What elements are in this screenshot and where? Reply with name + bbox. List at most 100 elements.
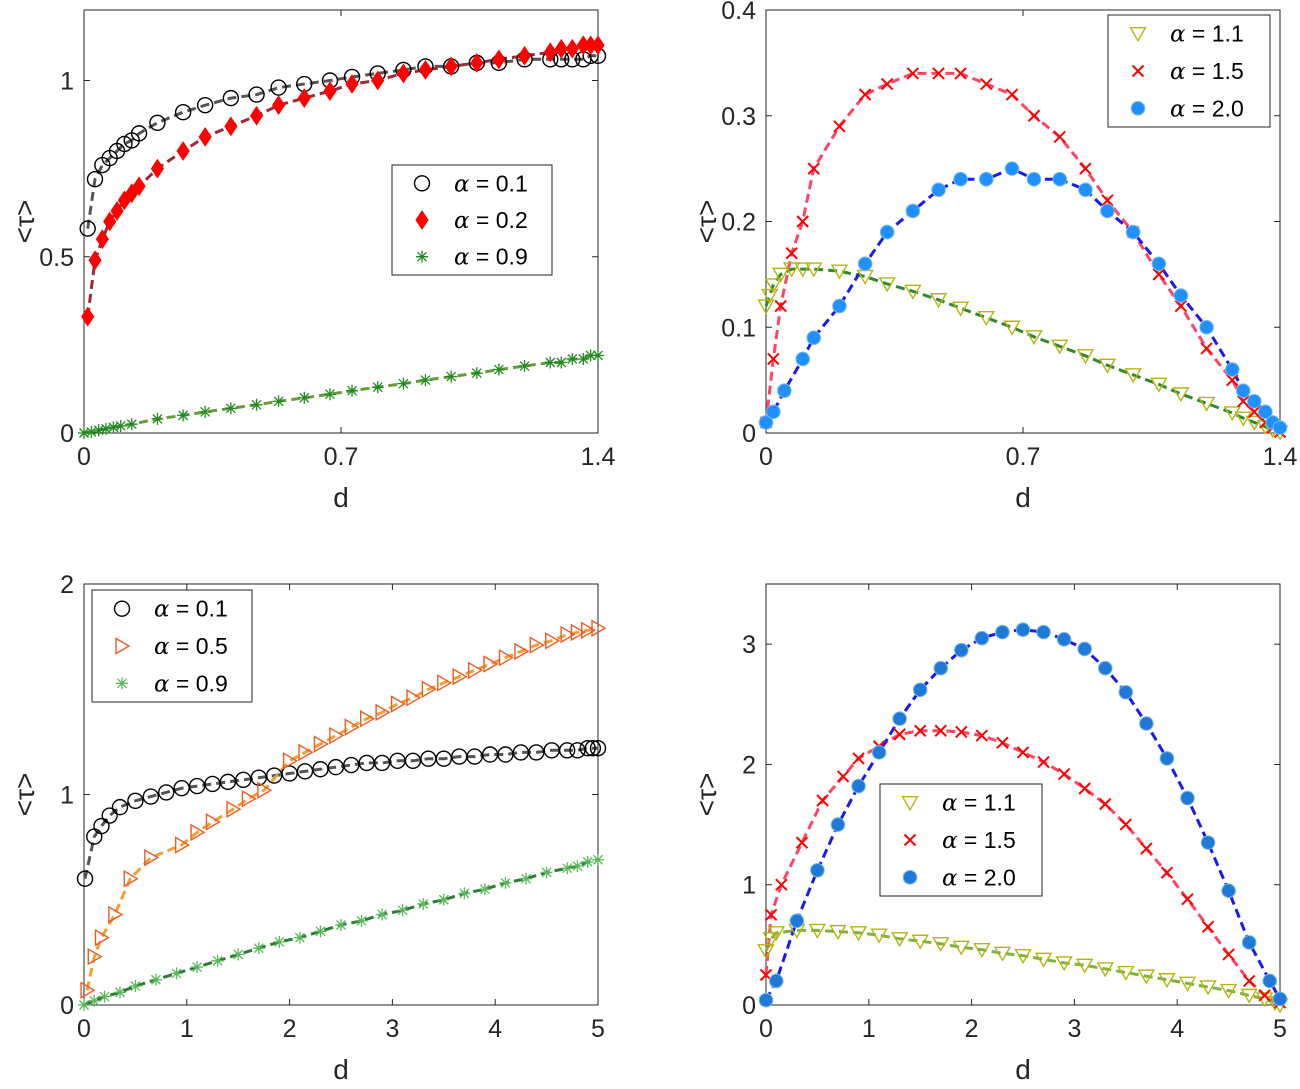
data-point (757, 944, 775, 960)
data-point (78, 999, 90, 1011)
data-point (1178, 976, 1197, 992)
data-point (170, 967, 183, 980)
data-point (832, 298, 847, 314)
data-point (224, 402, 237, 415)
data-point (1237, 395, 1250, 408)
legend-marker (116, 677, 128, 690)
data-point (174, 836, 191, 854)
data-point (108, 905, 124, 924)
data-point (810, 862, 825, 878)
series-fit-line (764, 71, 1281, 434)
y-axis-title: <τ> (9, 773, 40, 817)
data-point (272, 395, 285, 408)
data-point (396, 63, 411, 84)
data-point (836, 770, 850, 783)
data-point (1099, 797, 1112, 811)
data-point (191, 961, 204, 974)
x-tick-label: 1 (862, 1015, 876, 1043)
data-point (1159, 751, 1175, 766)
data-point (782, 262, 801, 278)
data-point (375, 703, 391, 722)
data-point (1005, 88, 1019, 101)
y-tick-label: 0.3 (721, 103, 756, 131)
data-point (1079, 162, 1092, 175)
data-point (767, 926, 785, 942)
y-tick-label: 0 (60, 992, 74, 1020)
data-point (934, 724, 947, 737)
data-point (149, 973, 162, 986)
data-point (452, 667, 468, 686)
data-point (879, 224, 895, 240)
data-point (1247, 393, 1262, 409)
series-markers (79, 47, 607, 237)
y-tick-label: 1 (60, 68, 74, 96)
series-markers (76, 739, 607, 887)
y-axis-title: <τ> (9, 200, 40, 244)
x-tick-label: 0 (759, 443, 773, 471)
data-point (371, 70, 385, 91)
data-point (931, 182, 946, 198)
data-point (543, 42, 557, 63)
data-point (1025, 330, 1043, 346)
data-point (406, 688, 422, 707)
data-point (81, 306, 95, 327)
data-point (1077, 641, 1092, 657)
data-point (92, 424, 105, 437)
legend-marker (113, 600, 131, 617)
data-point (1262, 973, 1278, 989)
data-point (878, 277, 896, 293)
data-point (1052, 171, 1068, 187)
legend-marker (1131, 64, 1145, 78)
panel-bottom-right: 0 1 2 3 4 5 0 1 2 3 d <τ> α = 1.1 α = 1.5 α = 2.0 (691, 583, 1289, 1085)
series-fit-line (764, 928, 1281, 1007)
plot-frame (765, 583, 1281, 1006)
plot-area (757, 622, 1289, 1014)
data-point (111, 798, 129, 816)
data-point (973, 942, 991, 959)
data-point (1117, 965, 1135, 981)
legend-marker (115, 637, 131, 655)
data-point (1137, 969, 1156, 985)
data-point (241, 789, 257, 808)
data-point (858, 88, 872, 101)
data-point (196, 96, 214, 114)
data-point (323, 81, 337, 101)
data-point (273, 935, 286, 948)
data-point (199, 405, 212, 418)
data-point (584, 349, 597, 362)
series-fit-line (85, 626, 599, 991)
x-tick-label: 4 (488, 1015, 502, 1043)
legend-label: α = 0.9 (154, 670, 228, 697)
data-point (760, 288, 779, 304)
data-point (87, 947, 103, 966)
data-point (297, 88, 311, 109)
data-point (795, 836, 809, 849)
data-point (1258, 404, 1273, 420)
data-point (396, 904, 409, 917)
data-point (129, 980, 142, 993)
data-point (1241, 935, 1257, 950)
data-point (929, 293, 948, 309)
data-point (132, 176, 146, 197)
data-point (995, 624, 1010, 640)
data-point (88, 250, 102, 271)
legend-label: α = 1.1 (942, 790, 1016, 817)
data-point (1015, 622, 1031, 638)
y-tick-label: 0.2 (721, 209, 756, 237)
data-point (932, 936, 950, 953)
data-point (88, 994, 101, 1007)
data-point (149, 114, 166, 132)
series-markers (758, 161, 1288, 436)
data-point (1160, 866, 1174, 879)
data-point (785, 247, 798, 260)
data-point (176, 141, 190, 161)
data-point (390, 695, 406, 713)
data-point (437, 674, 453, 692)
data-point (758, 992, 774, 1008)
data-point (913, 724, 927, 737)
data-point (933, 660, 949, 676)
data-point (158, 784, 175, 801)
x-axis-title: d (333, 1054, 349, 1085)
data-point (518, 360, 531, 373)
x-tick-label: 2 (965, 1015, 979, 1043)
